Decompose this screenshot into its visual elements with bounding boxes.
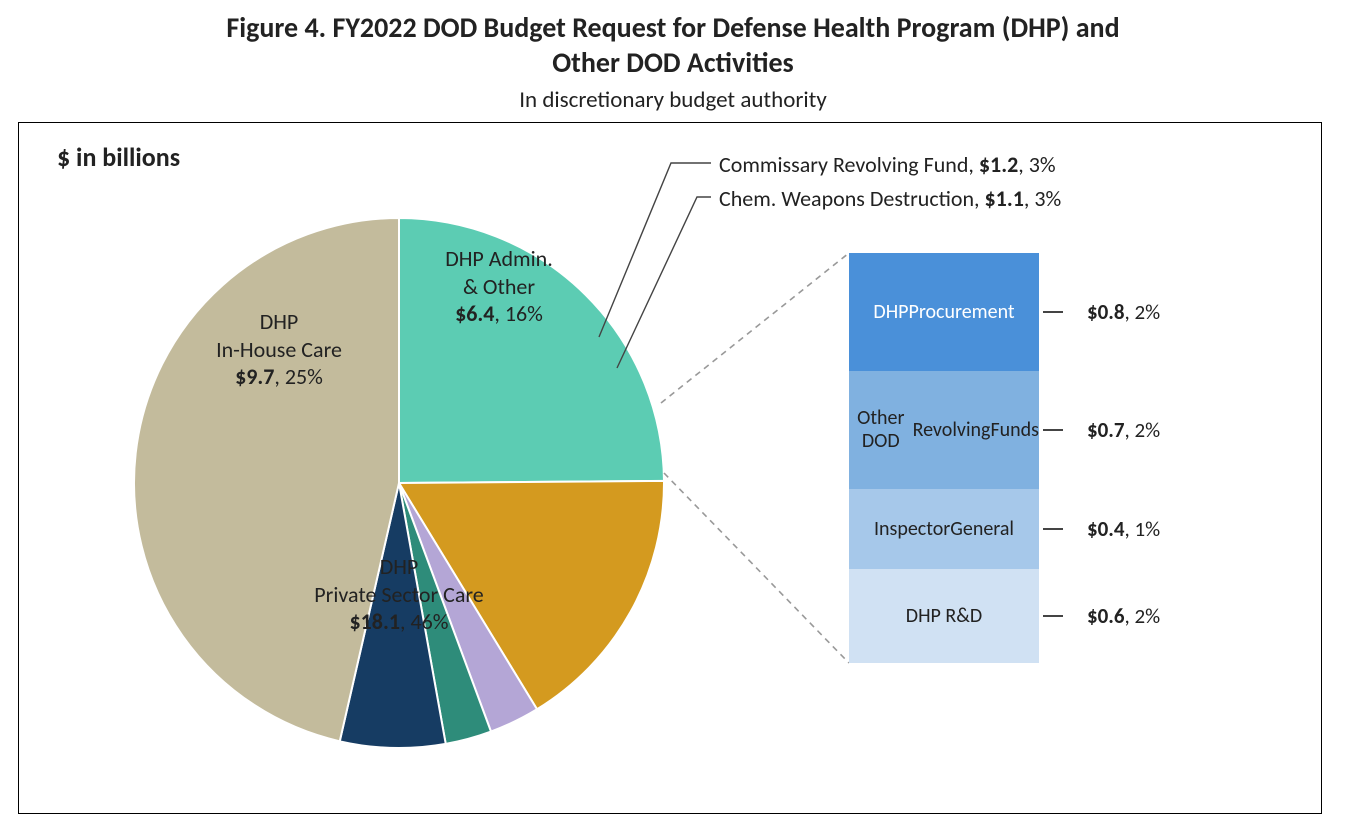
callout-commissary: Commissary Revolving Fund, $1.2, 3% <box>719 151 1056 178</box>
breakout-tick <box>1043 615 1063 617</box>
breakout-value-procurement: $0.8, 2% <box>1087 299 1160 325</box>
breakout-seg-rnd: DHP R&D <box>849 569 1039 663</box>
callout-pct: 3% <box>1029 151 1056 178</box>
chart-frame: $ in billions DHP In-House Care $9.7, 25… <box>18 122 1322 814</box>
slice-label-inhouse: DHP In-House Care $9.7, 25% <box>169 308 389 391</box>
slice-label-text: DHP Admin. <box>445 245 553 272</box>
slice-pct: 46% <box>410 608 448 635</box>
figure-subtitle: In discretionary budget authority <box>0 86 1346 114</box>
breakout-value-otherrev: $0.7, 2% <box>1087 417 1160 443</box>
figure-title-line2: Other DOD Activities <box>552 45 793 80</box>
slice-label-text: Private Sector Care <box>314 581 483 608</box>
callout-chemw: Chem. Weapons Destruction, $1.1, 3% <box>719 185 1061 212</box>
figure-page: Figure 4. FY2022 DOD Budget Request for … <box>0 0 1346 827</box>
breakout-value-ig: $0.4, 1% <box>1087 516 1160 542</box>
slice-amount: $6.4 <box>455 300 494 327</box>
slice-label-text: In-House Care <box>216 336 342 363</box>
callout-text: Commissary Revolving Fund, <box>719 151 979 178</box>
breakout-seg-ig: InspectorGeneral <box>849 489 1039 569</box>
slice-label-private: DHP Private Sector Care $18.1, 46% <box>259 553 539 636</box>
breakout-tick <box>1043 429 1063 431</box>
callout-pct: 3% <box>1034 185 1061 212</box>
breakout-tick <box>1043 311 1063 313</box>
figure-title-line1: Figure 4. FY2022 DOD Budget Request for … <box>226 10 1119 45</box>
slice-amount: $9.7 <box>235 363 274 390</box>
breakout-value-rnd: $0.6, 2% <box>1087 603 1160 629</box>
slice-amount: $18.1 <box>350 608 400 635</box>
slice-label-text: DHP <box>380 553 419 580</box>
breakout-bar: DHPProcurement$0.8, 2%Other DODRevolving… <box>849 253 1039 663</box>
slice-label-text: DHP <box>260 308 299 335</box>
slice-pct: 16% <box>505 300 543 327</box>
slice-label-admin: DHP Admin. & Other $6.4, 16% <box>409 245 589 328</box>
callout-amount: $1.1 <box>985 185 1024 212</box>
slice-pct: , <box>274 363 284 390</box>
callout-amount: $1.2 <box>979 151 1018 178</box>
breakout-seg-procurement: DHPProcurement <box>849 253 1039 371</box>
slice-label-text: & Other <box>463 273 535 300</box>
figure-title: Figure 4. FY2022 DOD Budget Request for … <box>0 0 1346 80</box>
breakout-tick <box>1043 528 1063 530</box>
pie-chart <box>19 123 1321 813</box>
breakout-seg-otherrev: Other DODRevolvingFunds <box>849 371 1039 489</box>
callout-text: Chem. Weapons Destruction, <box>719 185 985 212</box>
slice-pct: 25% <box>285 363 323 390</box>
